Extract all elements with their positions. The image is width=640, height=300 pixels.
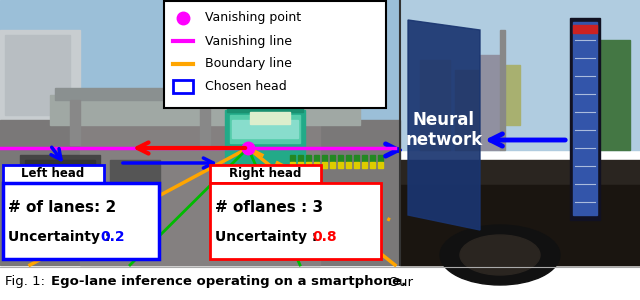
Bar (0, 0, 400, 120)
Bar (314, 162, 319, 168)
Bar (230, 115, 300, 143)
Bar (50, 95, 360, 125)
Text: Vanishing line: Vanishing line (205, 34, 292, 47)
Bar (227, 106, 303, 112)
Bar (225, 110, 305, 180)
Polygon shape (408, 20, 480, 230)
Bar (338, 162, 343, 168)
Bar (173, 80, 193, 93)
Bar (338, 155, 343, 161)
Bar (0, 120, 400, 265)
Text: Ego-lane inference operating on a smartphone.: Ego-lane inference operating on a smartp… (51, 275, 406, 289)
FancyBboxPatch shape (164, 1, 386, 108)
Bar (362, 162, 367, 168)
FancyBboxPatch shape (209, 164, 321, 182)
Bar (5, 35, 70, 115)
Ellipse shape (460, 235, 540, 275)
Bar (70, 100, 80, 145)
FancyBboxPatch shape (3, 164, 104, 182)
Bar (500, 30, 505, 150)
Bar (232, 120, 298, 138)
Bar (573, 25, 597, 33)
Bar (362, 155, 367, 161)
Bar (400, 0, 640, 150)
Text: Vanishing point: Vanishing point (205, 11, 301, 25)
Bar (322, 162, 327, 168)
Bar (354, 155, 359, 161)
FancyBboxPatch shape (209, 182, 381, 259)
Bar (306, 162, 311, 168)
Text: 0.2: 0.2 (100, 230, 125, 244)
Bar (250, 112, 290, 124)
Bar (330, 162, 335, 168)
Bar (290, 155, 295, 161)
Bar (370, 162, 375, 168)
Bar (230, 175, 275, 200)
Text: Uncertainty :: Uncertainty : (215, 230, 323, 244)
Text: Chosen head: Chosen head (205, 80, 287, 94)
Bar (330, 155, 335, 161)
Text: Boundary line: Boundary line (205, 58, 292, 70)
Bar (370, 155, 375, 161)
Ellipse shape (440, 225, 560, 285)
Bar (600, 40, 630, 150)
Text: Right head: Right head (229, 167, 301, 180)
Bar (80, 120, 320, 265)
Text: Left head: Left head (21, 167, 84, 180)
Text: Fig. 1:: Fig. 1: (5, 275, 54, 289)
Bar (420, 60, 450, 150)
Bar (298, 155, 303, 161)
Bar (25, 160, 95, 185)
Text: # of lanes: 2: # of lanes: 2 (8, 200, 116, 214)
Bar (400, 160, 640, 265)
Text: 0.8: 0.8 (312, 230, 337, 244)
Bar (200, 100, 210, 145)
Polygon shape (573, 22, 597, 215)
Bar (378, 155, 383, 161)
Bar (354, 162, 359, 168)
Bar (455, 70, 480, 150)
Bar (314, 155, 319, 161)
Bar (346, 155, 351, 161)
Bar (505, 65, 520, 125)
Bar (322, 155, 327, 161)
Bar (378, 162, 383, 168)
FancyBboxPatch shape (3, 182, 159, 259)
Text: # oflanes : 3: # oflanes : 3 (215, 200, 323, 214)
Bar (55, 88, 355, 100)
Bar (400, 185, 640, 265)
Text: Uncertainty :: Uncertainty : (8, 230, 115, 244)
Text: Our: Our (380, 275, 413, 289)
Bar (346, 162, 351, 168)
Bar (298, 162, 303, 168)
Bar (306, 155, 311, 161)
Bar (110, 160, 160, 190)
Text: Neural
network: Neural network (405, 111, 483, 149)
Bar (290, 162, 295, 168)
Bar (480, 55, 500, 150)
Polygon shape (570, 18, 600, 220)
Bar (0, 30, 80, 120)
Bar (20, 155, 100, 190)
